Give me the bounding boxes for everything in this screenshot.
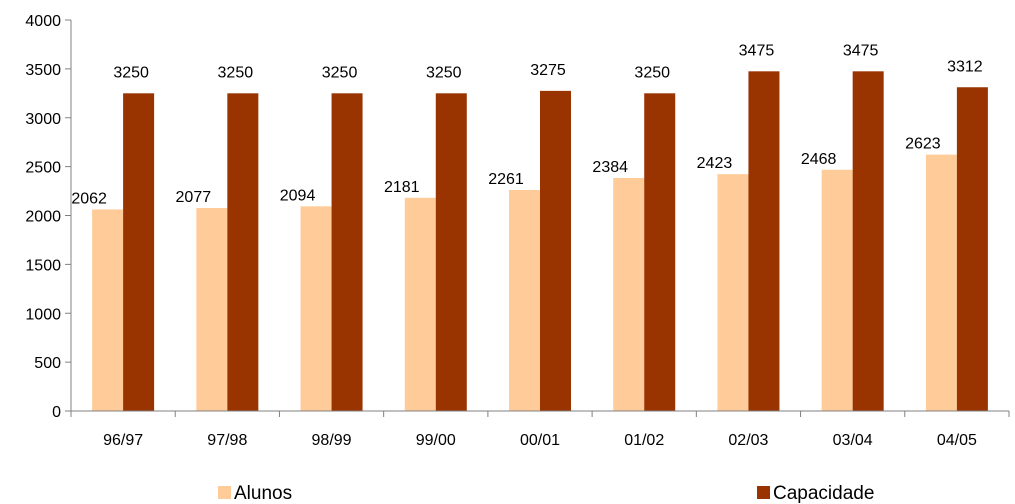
bar-capacidade [748, 71, 780, 411]
y-tick-label: 3000 [25, 111, 61, 128]
bar-alunos [92, 209, 124, 411]
y-tick-label: 2500 [25, 160, 61, 177]
y-tick-label: 1500 [25, 257, 61, 274]
data-label-capacidade: 3250 [426, 64, 462, 81]
bar-alunos [509, 189, 540, 411]
legend-label-alunos: Alunos [234, 483, 292, 504]
data-label-capacidade: 3475 [843, 42, 879, 59]
x-tick-label: 01/02 [624, 432, 664, 449]
x-tick-label: 97/98 [207, 432, 247, 449]
legend-label-capacidade: Capacidade [773, 483, 874, 504]
x-tick-label: 02/03 [728, 432, 768, 449]
data-label-alunos: 2094 [280, 187, 316, 204]
bar-capacidade [331, 93, 363, 411]
data-label-capacidade: 3250 [634, 64, 670, 81]
data-label-alunos: 2261 [488, 171, 524, 188]
data-labels: 2062 2077 2094 2181 2261 2384 2423 2468 2623 3250… [71, 42, 982, 207]
x-tick-label: 03/04 [833, 432, 873, 449]
data-label-alunos: 2181 [384, 179, 420, 196]
x-tick-label: 04/05 [937, 432, 977, 449]
y-axis-ticks: 0 500 1000 1500 2000 2500 3000 3500 4000 [25, 13, 71, 421]
y-tick-label: 0 [52, 404, 61, 421]
data-label-capacidade: 3475 [739, 42, 775, 59]
bar-alunos [300, 206, 332, 411]
data-label-capacidade: 3275 [530, 62, 566, 79]
bar-capacidade [852, 71, 884, 411]
legend: Alunos Capacidade [218, 483, 874, 504]
y-tick-label: 500 [34, 355, 61, 372]
legend-swatch-capacidade [757, 486, 770, 499]
bar-capacidade [227, 93, 259, 411]
data-label-capacidade: 3250 [322, 64, 358, 81]
bar-capacidade [644, 93, 676, 411]
data-label-capacidade: 3250 [218, 64, 254, 81]
bar-alunos [196, 207, 228, 411]
x-axis-ticks: 96/97 97/98 98/99 99/00 00/01 01/02 02/03 03/04… [70, 411, 1010, 449]
bar-capacidade [540, 90, 571, 412]
x-tick-label: 99/00 [416, 432, 456, 449]
data-label-alunos: 2423 [697, 155, 733, 172]
bar-alunos [404, 197, 436, 411]
y-tick-label: 4000 [25, 13, 61, 30]
x-tick-label: 98/99 [312, 432, 352, 449]
bar-capacidade [123, 93, 155, 411]
x-tick-label: 96/97 [103, 432, 143, 449]
data-label-alunos: 2077 [176, 189, 212, 206]
bar-alunos [613, 177, 645, 411]
bars [92, 71, 988, 412]
x-tick-label: 00/01 [520, 432, 560, 449]
bar-capacidade [956, 87, 988, 411]
bar-alunos [925, 154, 957, 411]
y-tick-label: 1000 [25, 306, 61, 323]
data-label-alunos: 2384 [592, 159, 628, 176]
data-label-capacidade: 3250 [113, 64, 149, 81]
bar-alunos [821, 169, 853, 411]
y-tick-label: 2000 [25, 209, 61, 226]
data-label-alunos: 2468 [801, 151, 837, 168]
data-label-alunos: 2062 [71, 190, 107, 207]
legend-swatch-alunos [218, 486, 231, 499]
data-label-alunos: 2623 [905, 136, 941, 153]
y-tick-label: 3500 [25, 62, 61, 79]
bar-capacidade [435, 93, 467, 411]
data-label-capacidade: 3312 [947, 58, 983, 75]
bar-alunos [717, 174, 749, 411]
